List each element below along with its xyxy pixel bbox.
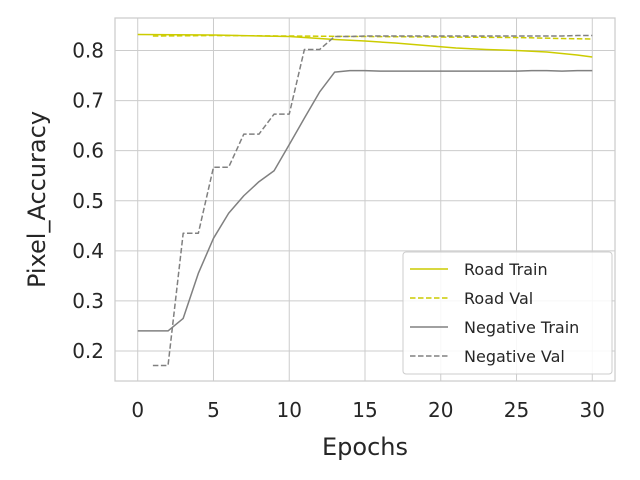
legend-box — [402, 251, 613, 375]
legend-label: Negative Val — [464, 347, 565, 366]
series-line-road-val — [152, 34, 593, 40]
y-tick-label: 0.3 — [72, 289, 104, 313]
legend-label: Negative Train — [464, 318, 579, 337]
x-tick-label: 25 — [504, 398, 529, 422]
legend-items: Road Train Road Val Negative Train Negative… — [410, 260, 579, 366]
x-tick-label: 10 — [277, 398, 302, 422]
x-tick-labels: 0 5 10 15 20 25 30 — [131, 398, 605, 422]
series-layer — [137, 33, 593, 367]
legend-label: Road Train — [464, 260, 548, 279]
x-tick-label: 30 — [580, 398, 605, 422]
series-line-negative-train — [137, 69, 593, 332]
plot-frame — [114, 17, 616, 382]
x-axis-label: Epochs — [322, 433, 408, 461]
y-tick-label: 0.6 — [72, 139, 104, 163]
legend: Road Train Road Val Negative Train Negative… — [402, 251, 613, 375]
series-line-negative-val — [152, 34, 593, 367]
legend-label: Road Val — [464, 289, 533, 308]
y-tick-label: 0.5 — [72, 189, 104, 213]
y-axis-label: Pixel_Accuracy — [23, 111, 51, 288]
y-tick-labels: 0.2 0.3 0.4 0.5 0.6 0.7 0.8 — [72, 39, 104, 363]
y-tick-label: 0.4 — [72, 239, 104, 263]
x-tick-label: 15 — [352, 398, 377, 422]
y-tick-label: 0.2 — [72, 339, 104, 363]
y-tick-label: 0.7 — [72, 89, 104, 113]
x-tick-label: 0 — [131, 398, 144, 422]
grid-lines — [115, 18, 615, 381]
x-tick-label: 5 — [207, 398, 220, 422]
x-tick-label: 20 — [428, 398, 453, 422]
y-tick-label: 0.8 — [72, 39, 104, 63]
